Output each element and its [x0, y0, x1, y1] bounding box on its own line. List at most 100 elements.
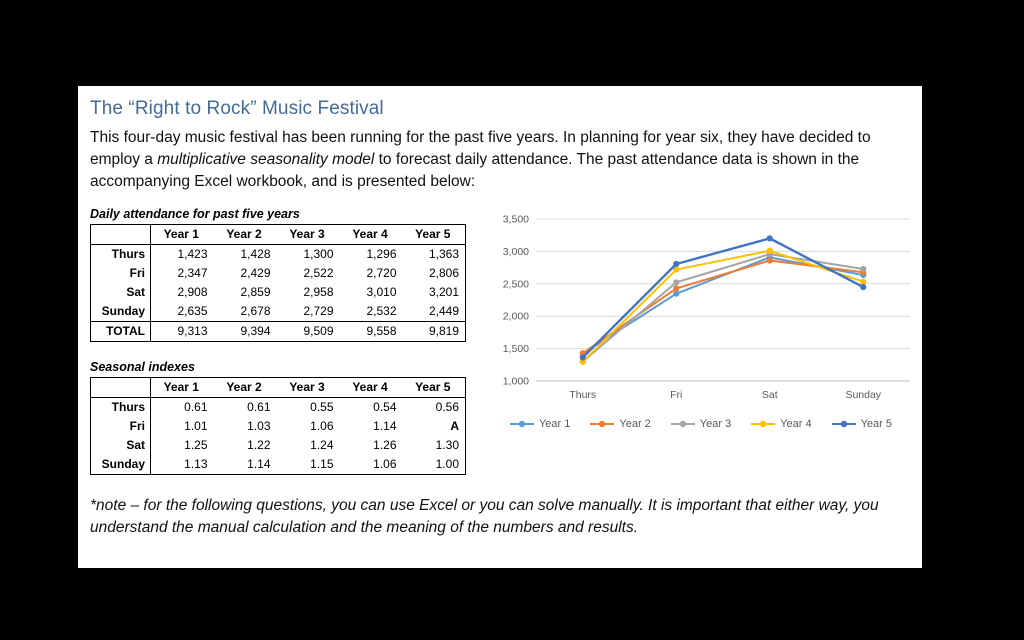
- seasonal-indexes-table: Year 1 Year 2 Year 3 Year 4 Year 5 Thurs…: [90, 377, 466, 475]
- table-cell: 2,908: [177, 285, 208, 299]
- table-cell: 0.61: [247, 400, 271, 414]
- svg-text:1,500: 1,500: [503, 343, 529, 355]
- legend-label: Year 1: [538, 418, 571, 430]
- table-row: Thurs 1,423 1,428 1,300 1,296 1,363: [90, 244, 466, 264]
- svg-text:2,500: 2,500: [503, 278, 529, 290]
- legend-line-marker-icon: [509, 420, 534, 428]
- row-label: Thurs: [90, 397, 151, 417]
- intro-paragraph: This four-day music festival has been ru…: [90, 127, 912, 193]
- table-cell: 2,522: [303, 266, 334, 280]
- table-cell: 1.13: [184, 457, 208, 471]
- table-cell: 9,509: [276, 321, 340, 342]
- chart-column: 1,000 1,500 2,000 2,500 3,000 3,500 Thurs Fri Sa…: [486, 207, 916, 430]
- svg-text:1,000: 1,000: [503, 376, 529, 388]
- table-cell: 1.14: [247, 457, 271, 471]
- table-cell: 1.25: [184, 438, 208, 452]
- column-header: Year 5: [402, 377, 466, 398]
- seasonal-table-caption: Seasonal indexes: [90, 360, 195, 374]
- table-cell: 1.24: [310, 438, 334, 452]
- svg-text:3,000: 3,000: [503, 246, 529, 258]
- chart-plot-area: 1,000 1,500 2,000 2,500 3,000 3,500 Thurs Fri Sa…: [503, 214, 910, 401]
- table-cell: 2,347: [177, 266, 208, 280]
- table-cell: 1,423: [177, 247, 208, 261]
- document-page: The “Right to Rock” Music Festival This …: [78, 86, 922, 568]
- intro-italic-phrase: multiplicative seasonality model: [157, 151, 375, 168]
- column-header: Year 3: [276, 224, 340, 245]
- row-label: Fri: [90, 417, 151, 436]
- attendance-table-caption: Daily attendance for past five years: [90, 207, 300, 221]
- row-label: Thurs: [90, 244, 151, 264]
- svg-text:2,000: 2,000: [503, 311, 529, 323]
- spacer: [90, 342, 472, 360]
- table-cell: 1.22: [247, 438, 271, 452]
- svg-text:3,500: 3,500: [503, 214, 529, 226]
- table-row: Sunday 2,635 2,678 2,729 2,532 2,449: [90, 302, 466, 322]
- intro-text-start: This four-day music festival has been ru…: [90, 129, 871, 168]
- table-cell: 0.56: [435, 400, 459, 414]
- table-cell: 1.00: [435, 457, 459, 471]
- table-cell: 2,532: [366, 304, 397, 318]
- content-row: Daily attendance for past five years Yea…: [90, 207, 912, 475]
- row-label: TOTAL: [90, 321, 151, 342]
- legend-label: Year 3: [699, 418, 732, 430]
- column-header: Year 1: [150, 377, 214, 398]
- table-cell: 1,428: [240, 247, 271, 261]
- legend-label: Year 2: [619, 418, 651, 430]
- table-row: Fri 2,347 2,429 2,522 2,720 2,806: [90, 264, 466, 283]
- table-cell: 2,958: [303, 285, 334, 299]
- table-cell: 0.55: [310, 400, 334, 414]
- legend-line-marker-icon: [751, 420, 776, 428]
- chart-legend: Year 1 Year 2 Year 3 Year 4 Year 5: [486, 418, 916, 430]
- table-cell: 1.14: [373, 419, 397, 433]
- table-cell: 2,806: [428, 266, 459, 280]
- column-header: Year 4: [339, 377, 403, 398]
- row-label: Fri: [90, 264, 151, 283]
- table-row: Sat 1.25 1.22 1.24 1.26 1.30: [90, 436, 466, 455]
- table-row: Sat 2,908 2,859 2,958 3,010 3,201: [90, 283, 466, 302]
- table-cell: 2,635: [177, 304, 208, 318]
- legend-item-year-3: Year 3: [670, 418, 732, 430]
- table-cell: 1.06: [310, 419, 334, 433]
- table-cell: 1,296: [366, 247, 397, 261]
- table-cell: 3,010: [366, 285, 397, 299]
- table-cell: 1.06: [373, 457, 397, 471]
- table-cell: 1.30: [435, 438, 459, 452]
- column-header: Year 3: [276, 377, 340, 398]
- column-header: Year 2: [213, 377, 277, 398]
- table-cell: 9,313: [150, 321, 214, 342]
- attendance-line-chart: 1,000 1,500 2,000 2,500 3,000 3,500 Thurs Fri Sa…: [486, 209, 916, 430]
- column-header: Year 4: [339, 224, 403, 245]
- table-cell: 1.01: [184, 419, 208, 433]
- column-header: Year 1: [150, 224, 214, 245]
- table-cell: 1.26: [373, 438, 397, 452]
- table-row: Fri 1.01 1.03 1.06 1.14 A: [90, 417, 466, 436]
- tables-column: Daily attendance for past five years Yea…: [90, 207, 472, 475]
- table-cell: 2,720: [366, 266, 397, 280]
- row-label: Sat: [90, 436, 151, 455]
- table-cell: 1.03: [247, 419, 271, 433]
- column-header: Year 2: [213, 224, 277, 245]
- table-cell: 2,449: [428, 304, 459, 318]
- column-header: Year 5: [402, 224, 466, 245]
- row-label: Sat: [90, 283, 151, 302]
- attendance-header-row: Year 1 Year 2 Year 3 Year 4 Year 5: [90, 224, 466, 245]
- table-cell: 0.54: [373, 400, 397, 414]
- table-cell: 2,678: [240, 304, 271, 318]
- corner-cell: [90, 224, 151, 245]
- legend-label: Year 5: [860, 418, 893, 430]
- attendance-table: Year 1 Year 2 Year 3 Year 4 Year 5 Thurs…: [90, 224, 466, 342]
- table-cell: 2,729: [303, 304, 334, 318]
- row-label: Sunday: [90, 302, 151, 322]
- table-cell: 3,201: [428, 285, 459, 299]
- legend-line-marker-icon: [670, 420, 695, 428]
- table-row: Thurs 0.61 0.61 0.55 0.54 0.56: [90, 397, 466, 417]
- table-row: Sunday 1.13 1.14 1.15 1.06 1.00: [90, 455, 466, 475]
- table-row-total: TOTAL 9,313 9,394 9,509 9,558 9,819: [90, 321, 466, 342]
- table-cell: 9,819: [402, 321, 466, 342]
- svg-text:Sunday: Sunday: [845, 389, 881, 401]
- row-label: Sunday: [90, 455, 151, 475]
- svg-text:Fri: Fri: [670, 389, 682, 401]
- table-cell: 9,558: [339, 321, 403, 342]
- legend-item-year-4: Year 4: [751, 418, 812, 430]
